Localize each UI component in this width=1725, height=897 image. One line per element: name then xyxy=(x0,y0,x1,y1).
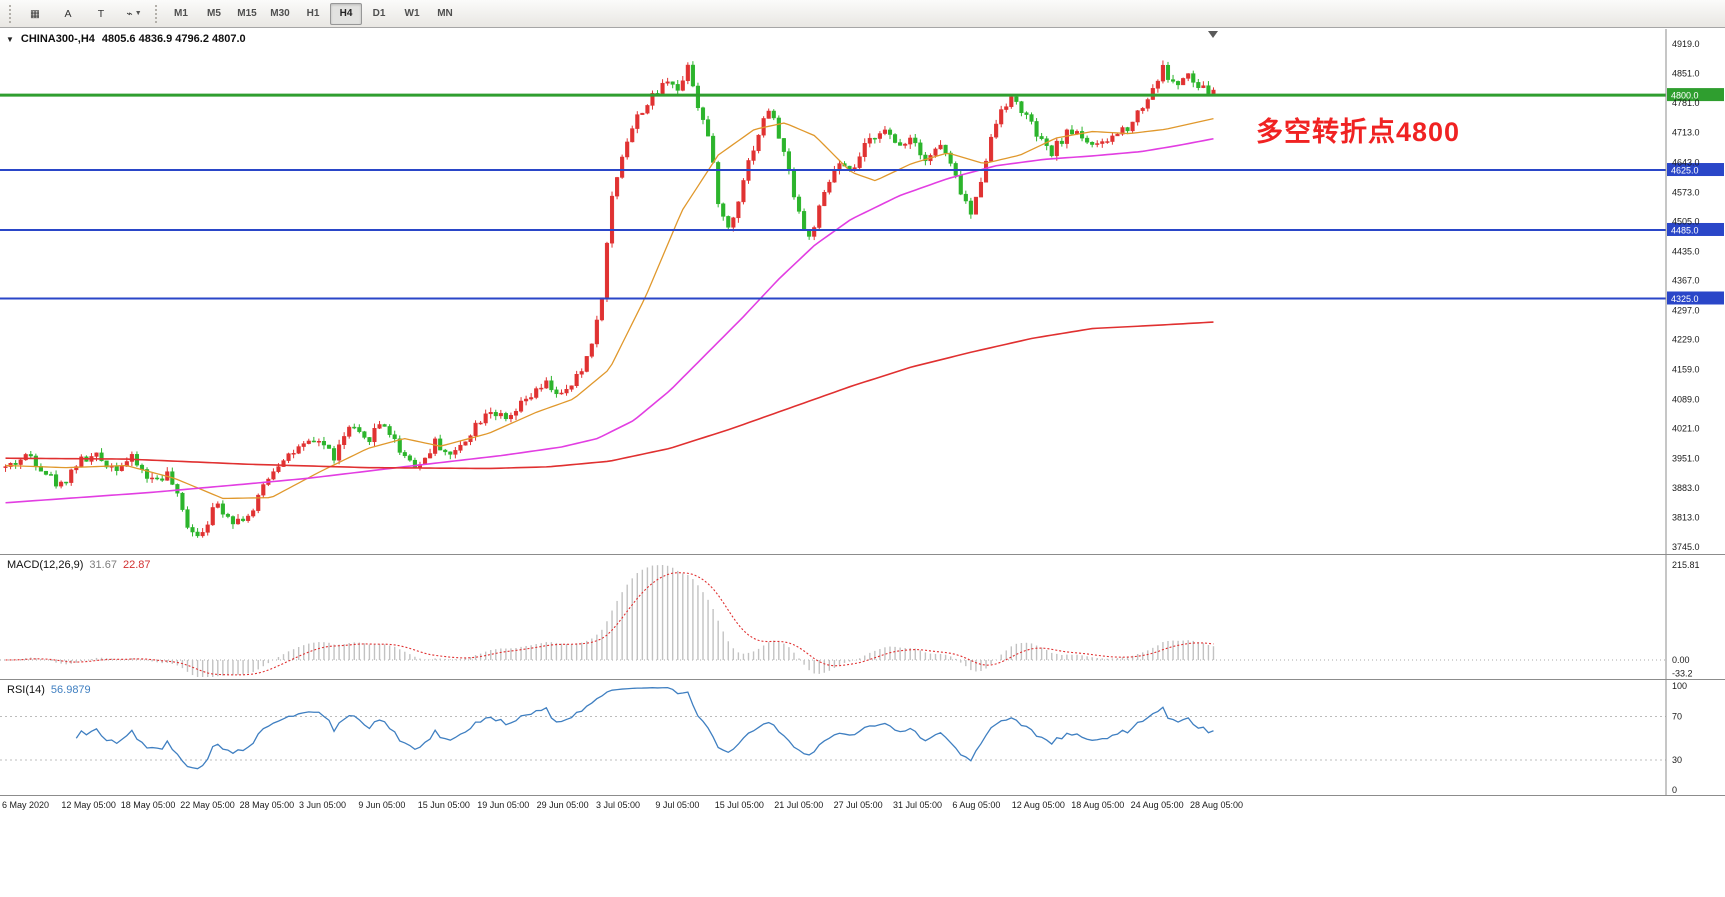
svg-text:28 May 05:00: 28 May 05:00 xyxy=(240,800,295,810)
ma-fast-line xyxy=(5,118,1214,500)
svg-text:4713.0: 4713.0 xyxy=(1672,127,1700,137)
svg-text:4505.0: 4505.0 xyxy=(1672,216,1700,226)
svg-text:29 Jun 05:00: 29 Jun 05:00 xyxy=(537,800,589,810)
svg-text:4435.0: 4435.0 xyxy=(1672,246,1700,256)
svg-text:9 Jul 05:00: 9 Jul 05:00 xyxy=(655,800,699,810)
timeframe-button-m5[interactable]: M5 xyxy=(207,8,221,19)
svg-text:4159.0: 4159.0 xyxy=(1672,365,1700,375)
chart-title: ▼ CHINA300-,H4 4805.6 4836.9 4796.2 4807… xyxy=(6,33,246,45)
toolbar-grip-2[interactable] xyxy=(155,4,160,23)
rsi-name: RSI(14) xyxy=(7,684,45,696)
svg-text:-33.2: -33.2 xyxy=(1672,669,1693,679)
svg-text:0.00: 0.00 xyxy=(1672,655,1690,665)
macd-name: MACD(12,26,9) xyxy=(7,559,84,571)
svg-text:12 Aug 05:00: 12 Aug 05:00 xyxy=(1012,800,1065,810)
toolbar-grip[interactable] xyxy=(9,4,14,23)
svg-text:215.81: 215.81 xyxy=(1672,560,1700,570)
chart-shift-marker xyxy=(1208,31,1218,38)
timeframe-button-m30[interactable]: M30 xyxy=(270,8,290,19)
svg-text:4297.0: 4297.0 xyxy=(1672,305,1700,315)
svg-text:70: 70 xyxy=(1672,712,1682,722)
svg-text:4781.0: 4781.0 xyxy=(1672,98,1700,108)
price-axis[interactable]: 4919.0 4851.0 4781.0 4713.0 4643.0 4573.0 4505… xyxy=(1672,39,1700,552)
rsi-layer xyxy=(0,687,1666,770)
timeframe-button-h1[interactable]: H1 xyxy=(306,8,320,19)
timeframe-button-h4[interactable]: H4 xyxy=(330,2,362,25)
svg-text:27 Jul 05:00: 27 Jul 05:00 xyxy=(834,800,883,810)
svg-text:3813.0: 3813.0 xyxy=(1672,513,1700,523)
svg-text:4367.0: 4367.0 xyxy=(1672,276,1700,286)
symbol-dropdown-icon[interactable]: ▼ xyxy=(6,34,14,44)
svg-text:9 Jun 05:00: 9 Jun 05:00 xyxy=(358,800,405,810)
rsi-indicator-label: RSI(14) 56.9879 xyxy=(7,684,91,696)
svg-text:28 Aug 05:00: 28 Aug 05:00 xyxy=(1190,800,1243,810)
svg-text:6 May 2020: 6 May 2020 xyxy=(2,800,49,810)
ma-slow-line xyxy=(5,321,1214,470)
svg-text:21 Jul 05:00: 21 Jul 05:00 xyxy=(774,800,823,810)
svg-text:3745.0: 3745.0 xyxy=(1672,542,1700,552)
horizontal-lines-layer: 4800.0 4625.0 4485.0 4325.0 xyxy=(0,88,1724,305)
macd-indicator-label: MACD(12,26,9) 31.67 22.87 xyxy=(7,559,150,571)
svg-text:31 Jul 05:00: 31 Jul 05:00 xyxy=(893,800,942,810)
svg-text:4325.0: 4325.0 xyxy=(1671,294,1699,304)
annotation-a-button[interactable]: A xyxy=(64,7,72,20)
timeframe-button-m15[interactable]: M15 xyxy=(237,8,257,19)
chart-ohlc-values: 4805.6 4836.9 4796.2 4807.0 xyxy=(101,33,246,45)
svg-text:22 May 05:00: 22 May 05:00 xyxy=(180,800,235,810)
svg-text:3 Jul 05:00: 3 Jul 05:00 xyxy=(596,800,640,810)
chart-symbol-label: CHINA300-,H4 xyxy=(20,33,95,45)
svg-text:3 Jun 05:00: 3 Jun 05:00 xyxy=(299,800,346,810)
timeframe-button-mn[interactable]: MN xyxy=(437,8,453,19)
svg-text:0: 0 xyxy=(1672,785,1677,795)
svg-text:15 Jun 05:00: 15 Jun 05:00 xyxy=(418,800,470,810)
time-axis[interactable]: 6 May 2020 12 May 05:00 18 May 05:00 22 May… xyxy=(2,800,1243,810)
text-tool-button[interactable]: T xyxy=(97,7,105,20)
drawing-tools-button[interactable]: ⌁ ▼ xyxy=(126,7,142,20)
svg-text:18 Aug 05:00: 18 Aug 05:00 xyxy=(1071,800,1124,810)
timeframe-button-w1[interactable]: W1 xyxy=(404,8,420,19)
svg-text:4229.0: 4229.0 xyxy=(1672,335,1700,345)
svg-text:4089.0: 4089.0 xyxy=(1672,395,1700,405)
svg-text:100: 100 xyxy=(1672,681,1687,691)
macd-signal-line xyxy=(5,572,1214,676)
ma-mid-line xyxy=(5,137,1214,504)
svg-text:6 Aug 05:00: 6 Aug 05:00 xyxy=(952,800,1000,810)
svg-text:4625.0: 4625.0 xyxy=(1671,166,1699,176)
rsi-line xyxy=(75,687,1214,770)
svg-text:3951.0: 3951.0 xyxy=(1672,454,1700,464)
macd-main-value: 31.67 xyxy=(89,559,117,571)
macd-signal-value: 22.87 xyxy=(122,559,151,571)
timeframe-button-d1[interactable]: D1 xyxy=(372,8,386,19)
svg-text:4919.0: 4919.0 xyxy=(1672,39,1700,49)
price-annotation-text[interactable]: 多空转折点4800 xyxy=(1256,117,1461,147)
svg-text:19 Jun 05:00: 19 Jun 05:00 xyxy=(477,800,529,810)
svg-text:18 May 05:00: 18 May 05:00 xyxy=(121,800,176,810)
svg-text:30: 30 xyxy=(1672,755,1682,765)
toolbar: ▦ A T ⌁ ▼ M1 M5 M15 M30 H1 H4 D1 W1 MN xyxy=(0,0,1725,28)
svg-text:4643.0: 4643.0 xyxy=(1672,157,1700,167)
dropdown-arrow-icon: ▼ xyxy=(134,10,142,17)
toolbar-tools: ▦ A T ⌁ ▼ xyxy=(19,3,150,25)
template-grid-button[interactable]: ▦ xyxy=(30,7,40,20)
svg-text:15 Jul 05:00: 15 Jul 05:00 xyxy=(715,800,764,810)
moving-averages-layer xyxy=(5,118,1214,504)
timeframe-toolbar: M1 M5 M15 M30 H1 H4 D1 W1 MN xyxy=(165,2,461,25)
svg-text:12 May 05:00: 12 May 05:00 xyxy=(61,800,116,810)
svg-text:4800.0: 4800.0 xyxy=(1671,91,1699,101)
macd-layer xyxy=(0,565,1666,677)
svg-text:4573.0: 4573.0 xyxy=(1672,187,1700,197)
svg-text:4485.0: 4485.0 xyxy=(1671,225,1699,235)
rsi-axis[interactable]: 100 70 30 0 xyxy=(1672,681,1687,795)
svg-text:3883.0: 3883.0 xyxy=(1672,483,1700,493)
svg-text:4851.0: 4851.0 xyxy=(1672,68,1700,78)
timeframe-button-m1[interactable]: M1 xyxy=(174,8,188,19)
svg-text:24 Aug 05:00: 24 Aug 05:00 xyxy=(1131,800,1184,810)
macd-axis[interactable]: 215.81 0.00 -33.2 xyxy=(1672,560,1700,679)
rsi-value: 56.9879 xyxy=(50,684,91,696)
svg-text:4021.0: 4021.0 xyxy=(1672,424,1700,434)
frame-layer xyxy=(0,29,1725,796)
